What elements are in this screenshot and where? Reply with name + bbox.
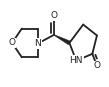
Text: O: O xyxy=(93,61,100,70)
Text: O: O xyxy=(9,38,16,47)
Text: O: O xyxy=(50,11,57,20)
Text: HN: HN xyxy=(70,56,83,65)
Polygon shape xyxy=(54,35,70,45)
Text: N: N xyxy=(34,39,41,48)
